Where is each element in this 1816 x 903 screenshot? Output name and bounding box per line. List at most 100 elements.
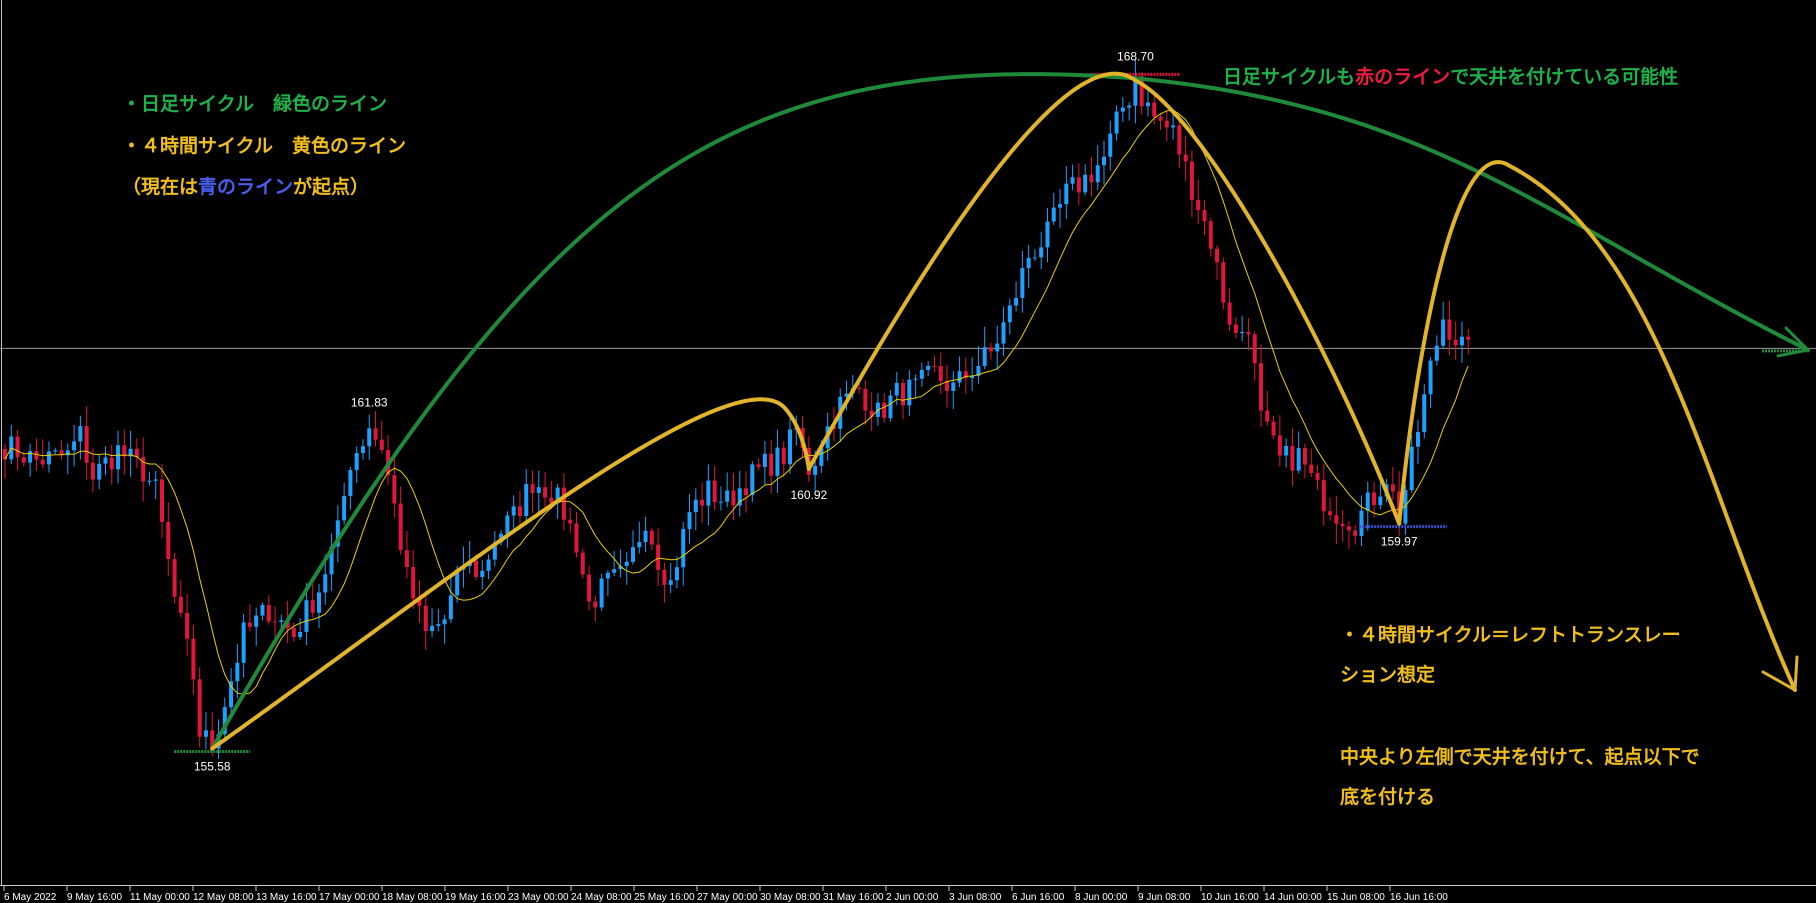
candle-body [1422,394,1427,433]
candle-body [392,475,397,504]
candle-body [1039,247,1044,258]
candle-body [1328,511,1333,516]
candle-body [568,519,573,524]
candle-body [134,448,139,458]
candle-body [762,453,767,468]
candle-body [744,488,749,496]
candle-body [888,395,893,419]
candle-body [1271,421,1276,436]
left-translation-note-line2: ション想定 [1340,664,1436,686]
candle-body [1459,336,1464,346]
candle-body [618,565,623,570]
candle-body [712,480,717,503]
candles-layer [3,59,1471,759]
x-tick-label: 10 Jun 16:00 [1201,892,1259,903]
candle-body [913,378,918,380]
price-label: 159.97 [1381,535,1418,549]
candle-body [65,450,70,456]
moving-average-line [4,109,1469,695]
candle-body [1007,305,1012,323]
x-tick-label: 13 May 16:00 [256,892,317,903]
candle-body [750,464,755,496]
candle-body [103,457,108,464]
x-tick-label: 11 May 00:00 [130,892,190,903]
candle-body [1183,154,1188,162]
candle-body [1058,204,1063,208]
candle-body [731,490,736,506]
candle-body [1152,102,1157,117]
candle-body [543,487,548,498]
candle-body [53,450,58,452]
candle-body [869,410,874,417]
candle-body [411,567,416,599]
candle-body [700,499,705,506]
candle-body [197,679,202,737]
candle-body [819,448,824,466]
candle-body [241,622,246,663]
candle-body [90,462,95,480]
candle-body [486,559,491,571]
candle-body [970,375,975,379]
candle-body [1026,257,1031,269]
x-tick-label: 16 Jun 16:00 [1390,892,1448,903]
four-hour-cycle-arrowhead [1761,655,1799,692]
candle-body [1120,107,1125,112]
x-axis-ticks-layer: 6 May 2022 9 May 16:00 11 May 00:00 12 May … [3,885,1448,903]
candle-body [882,402,887,419]
candle-body [1202,210,1207,222]
current-start-prefix: （現在は [122,176,199,198]
candle-body [1334,515,1339,524]
candle-body [1359,510,1364,536]
candle-body [1390,484,1395,492]
candle-body [1189,161,1194,200]
left-translation-note-line1: ・４時間サイクル＝レフトトランスレー [1340,624,1681,646]
candle-body [706,480,711,506]
candle-body [919,369,924,379]
candle-body [907,379,912,406]
candle-body [46,451,51,465]
candle-body [1321,480,1326,512]
candle-body [555,487,560,504]
candle-body [605,572,610,579]
candle-body [229,681,234,708]
candle-body [1284,445,1289,456]
candle-body [1378,496,1383,506]
candle-body [273,621,278,623]
x-tick-label: 2 Jun 00:00 [886,892,939,903]
candle-body [1309,464,1314,474]
x-tick-label: 12 May 08:00 [193,892,254,903]
candle-body [517,506,522,516]
candle-body [160,479,164,522]
candle-body [1032,257,1037,259]
candle-body [166,521,171,560]
four-hour-cycle-curve-2 [806,71,1402,526]
candle-body [1302,448,1307,465]
candle-body [1196,199,1201,211]
candle-body [1070,177,1075,184]
candle-body [587,574,592,602]
four-hour-cycle-curve-1 [210,397,811,751]
candle-body [235,662,240,682]
candle-body [612,569,617,573]
candle-body [1208,221,1213,249]
candle-body [536,487,541,494]
x-tick-label: 6 May 2022 [4,892,57,903]
price-label: 168.70 [1117,49,1154,63]
candle-body [335,520,340,547]
candle-body [59,450,64,456]
candle-body [1403,490,1408,524]
candle-body [1177,125,1182,155]
candle-body [1466,336,1471,340]
candle-body [775,447,780,476]
candle-body [976,365,981,376]
current-start-blue: 青のライン [198,176,294,198]
candle-body [668,580,673,585]
x-tick-label: 9 Jun 08:00 [1138,892,1191,903]
candle-body [656,544,661,570]
candle-body [894,382,899,396]
candle-body [1133,76,1138,106]
candle-body [1064,183,1069,205]
candle-body [1221,262,1226,303]
candle-body [643,530,648,543]
